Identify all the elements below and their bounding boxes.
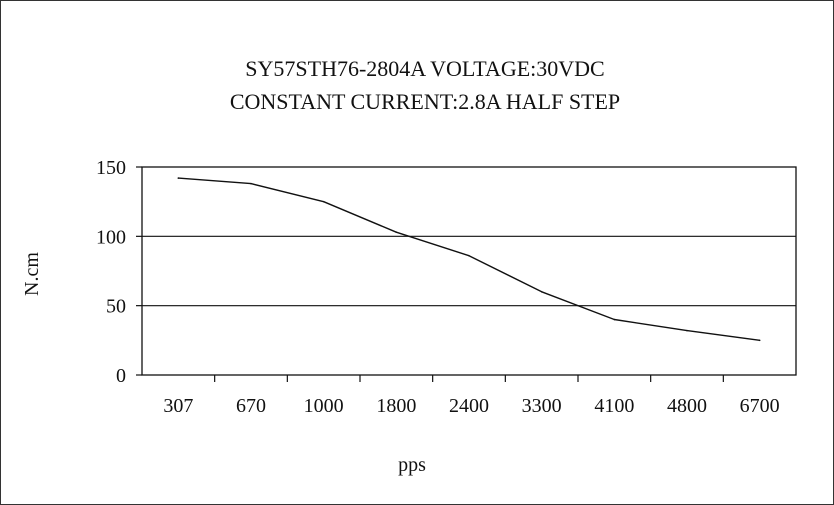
x-tick-label: 307	[163, 395, 193, 417]
x-tick-label: 1000	[304, 395, 344, 417]
x-tick-label: 3300	[522, 395, 562, 417]
y-axis-ticks: 150 100 50 0	[96, 157, 142, 387]
grid-lines	[142, 235, 796, 307]
x-tick-label: 6700	[740, 395, 780, 417]
y-tick-label: 150	[96, 157, 126, 179]
x-tick-label: 4100	[594, 395, 634, 417]
data-point	[613, 318, 616, 321]
x-axis-label: pps	[398, 454, 426, 476]
x-tick-label: 4800	[667, 395, 707, 417]
data-point	[395, 231, 398, 233]
x-tick-label: 1800	[376, 395, 416, 417]
series-line	[178, 177, 760, 341]
y-axis-label: N.cm	[21, 252, 43, 296]
series-group	[177, 177, 761, 342]
y-tick-label: 50	[106, 296, 126, 318]
data-point	[250, 182, 252, 185]
y-tick-label: 0	[116, 365, 126, 387]
x-tick-label: 670	[236, 395, 266, 417]
data-point	[686, 329, 688, 332]
y-tick-label: 100	[96, 226, 126, 248]
data-point	[540, 291, 543, 293]
x-tick-label: 2400	[449, 395, 489, 417]
chart-title: SY57STH76-2804A VOLTAGE:30VDC	[245, 56, 604, 81]
data-point	[758, 339, 761, 342]
data-point	[468, 254, 470, 257]
plot-area	[141, 166, 797, 376]
data-point	[322, 200, 325, 203]
data-point	[177, 177, 180, 179]
chart-subtitle: CONSTANT CURRENT:2.8A HALF STEP	[230, 89, 620, 114]
x-axis-ticks: 307 670 1000 1800 2400 3300 4100 4800 6700	[163, 375, 780, 417]
